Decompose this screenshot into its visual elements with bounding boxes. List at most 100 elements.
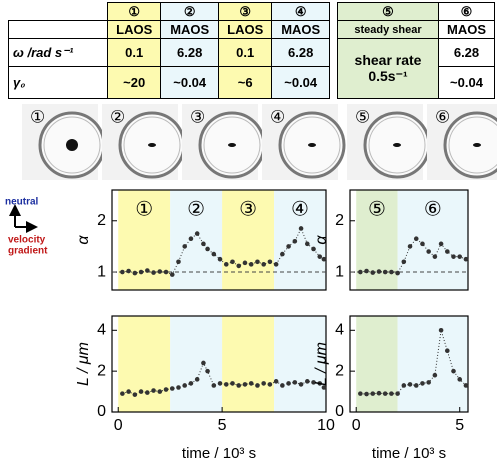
pattern-spot <box>473 143 481 147</box>
point <box>464 257 469 262</box>
x-tick-label: 0 <box>352 417 361 434</box>
point <box>236 264 241 269</box>
point <box>133 271 138 276</box>
y-axis-label: L / μm <box>75 342 92 386</box>
point <box>218 257 223 262</box>
point <box>126 389 131 394</box>
point <box>151 270 156 275</box>
point <box>414 236 419 241</box>
point <box>218 381 223 386</box>
point <box>205 369 210 374</box>
point <box>274 262 279 267</box>
point <box>139 270 144 275</box>
point <box>439 242 444 247</box>
point <box>364 269 369 274</box>
point <box>389 270 394 275</box>
x-tick-label: 5 <box>218 417 227 434</box>
y-tick-label: 1 <box>335 263 344 280</box>
figure: neutral velocity gradient ①②③④⑤⑥①②③④12α0… <box>0 0 497 470</box>
point <box>451 254 456 259</box>
y-tick-label: 2 <box>335 362 344 379</box>
point <box>293 239 298 244</box>
pattern-label: ② <box>110 107 125 126</box>
point <box>249 262 254 267</box>
legend-neutral: neutral <box>5 197 39 208</box>
x-axis-label: time / 10³ s <box>372 445 446 462</box>
pattern-spot <box>228 143 236 147</box>
point <box>230 259 235 264</box>
pattern-ring <box>445 113 497 177</box>
point <box>408 244 413 249</box>
point <box>322 257 327 262</box>
point <box>120 270 125 275</box>
point <box>370 391 375 396</box>
x-tick-label: 10 <box>317 417 335 434</box>
point <box>317 254 322 259</box>
point <box>261 262 266 267</box>
region-label: ⑥ <box>424 198 442 220</box>
point <box>451 369 456 374</box>
point <box>151 388 156 393</box>
point <box>286 381 291 386</box>
region <box>398 316 468 412</box>
region-label: ③ <box>239 198 257 220</box>
point <box>286 244 291 249</box>
point <box>230 381 235 386</box>
point <box>212 252 217 257</box>
point <box>383 270 388 275</box>
point <box>224 382 229 387</box>
point <box>402 259 407 264</box>
point <box>408 382 413 387</box>
point <box>445 348 450 353</box>
point <box>157 269 162 274</box>
x-axis-label: time / 10³ s <box>182 445 256 462</box>
point <box>170 272 175 277</box>
region <box>170 316 222 412</box>
point <box>182 244 187 249</box>
pattern-label: ⑥ <box>435 107 450 126</box>
point <box>195 231 200 236</box>
point <box>236 383 241 388</box>
point <box>358 391 363 396</box>
x-tick-label: 5 <box>455 417 464 434</box>
region <box>356 316 397 412</box>
region-label: ⑤ <box>368 198 386 220</box>
point <box>176 259 181 264</box>
pattern-label: ⑤ <box>355 107 370 126</box>
point <box>305 242 310 247</box>
point <box>420 381 425 386</box>
pattern-spot <box>393 143 401 147</box>
point <box>420 242 425 247</box>
point <box>383 391 388 396</box>
point <box>268 382 273 387</box>
point <box>170 386 175 391</box>
point <box>439 328 444 333</box>
point <box>395 391 400 396</box>
point <box>280 252 285 257</box>
point <box>274 379 279 384</box>
pattern-label: ① <box>30 107 45 126</box>
point <box>433 373 438 378</box>
legend-velocity: velocity <box>8 235 46 246</box>
point <box>243 261 248 266</box>
point <box>457 254 462 259</box>
region <box>118 316 170 412</box>
pattern-spot <box>148 143 156 147</box>
y-tick-label: 1 <box>97 263 106 280</box>
point <box>395 271 400 276</box>
point <box>370 270 375 275</box>
region-label: ① <box>135 198 153 220</box>
point <box>145 268 150 273</box>
x-tick-label: 0 <box>114 417 123 434</box>
point <box>433 254 438 259</box>
y-tick-label: 4 <box>97 322 106 339</box>
point <box>145 390 150 395</box>
point <box>243 382 248 387</box>
point <box>164 270 169 275</box>
point <box>358 270 363 275</box>
region-label: ② <box>187 198 205 220</box>
legend-gradient: gradient <box>8 246 48 257</box>
point <box>224 262 229 267</box>
point <box>189 236 194 241</box>
point <box>299 226 304 231</box>
